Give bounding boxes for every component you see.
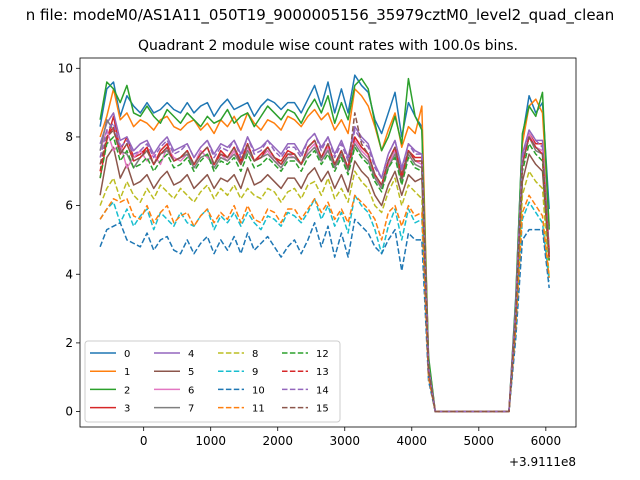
series-line-15 [99, 112, 550, 413]
legend-label-3: 3 [124, 404, 130, 415]
series-line-8 [99, 170, 550, 413]
series-line-3 [99, 115, 550, 413]
legend-label-14: 14 [316, 385, 329, 396]
series-line-12 [99, 136, 550, 413]
y-tick-label: 6 [65, 199, 73, 213]
y-tick-label: 2 [65, 336, 73, 350]
legend-label-0: 0 [124, 349, 130, 360]
x-tick-label: 4000 [397, 434, 428, 448]
legend-label-2: 2 [124, 385, 130, 396]
series-line-2 [99, 77, 550, 413]
y-tick-label: 10 [58, 61, 73, 75]
legend-label-12: 12 [316, 349, 329, 360]
plot-frame [79, 57, 577, 428]
series-line-10 [99, 218, 550, 413]
x-tick-label: 2000 [262, 434, 293, 448]
series-line-7 [99, 119, 550, 413]
chart-title: Quadrant 2 module wise count rates with … [138, 38, 518, 54]
x-tick-label: 6000 [531, 434, 562, 448]
x-tick-label: 3000 [329, 434, 360, 448]
legend-label-13: 13 [316, 367, 329, 378]
x-tick-label: 0 [140, 434, 148, 448]
legend-label-5: 5 [188, 367, 194, 378]
y-tick-label: 8 [65, 130, 73, 144]
legend-label-8: 8 [252, 349, 258, 360]
legend-label-11: 11 [252, 404, 265, 415]
series-line-11 [99, 194, 550, 413]
x-tick-label: 1000 [195, 434, 226, 448]
legend-label-1: 1 [124, 367, 130, 378]
x-offset-label: +3.9111e8 [509, 455, 576, 469]
x-tick-label: 5000 [464, 434, 495, 448]
series-line-1 [99, 88, 550, 413]
legend-box [84, 340, 341, 423]
legend-label-9: 9 [252, 367, 258, 378]
legend-label-4: 4 [188, 349, 194, 360]
series-line-4 [99, 112, 550, 413]
series-line-14 [99, 122, 550, 413]
series-line-5 [99, 146, 550, 413]
series-layer [99, 74, 550, 413]
y-tick-label: 0 [65, 405, 73, 419]
legend-label-7: 7 [188, 404, 194, 415]
y-tick-label: 4 [65, 267, 73, 281]
legend-label-15: 15 [316, 404, 329, 415]
legend-label-10: 10 [252, 385, 265, 396]
series-line-9 [99, 194, 550, 413]
legend-label-6: 6 [188, 385, 194, 396]
suptitle: n file: modeM0/AS1A11_050T19_9000005156_… [26, 6, 615, 25]
series-line-6 [99, 129, 550, 413]
